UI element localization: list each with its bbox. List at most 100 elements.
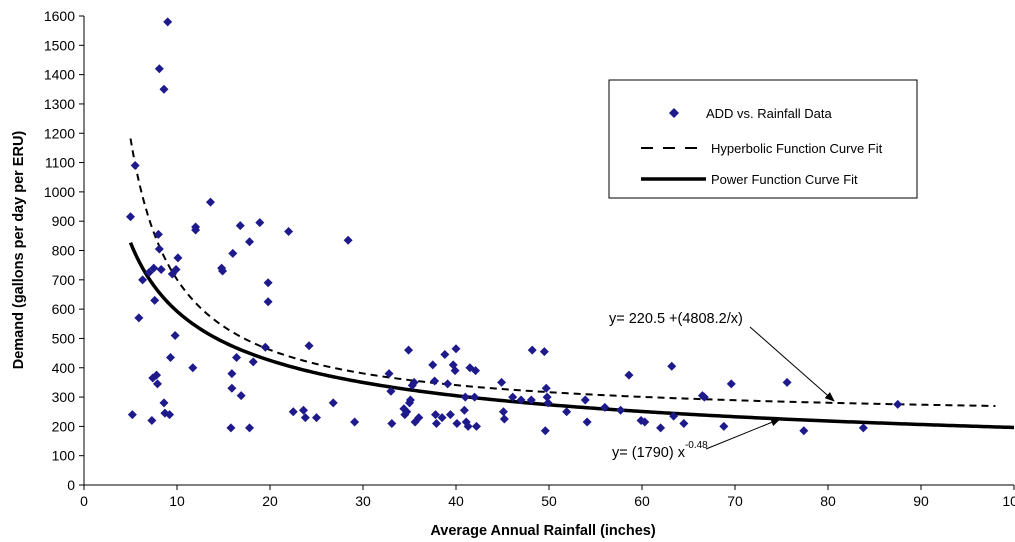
curve-fits: [128, 138, 1015, 430]
x-axis-title: Average Annual Rainfall (inches): [430, 523, 656, 539]
data-point: [387, 418, 397, 428]
data-point: [719, 421, 729, 431]
data-point: [526, 395, 536, 405]
data-point: [409, 377, 419, 387]
annotation-power-arrow: [705, 418, 781, 450]
data-point: [126, 212, 135, 222]
data-point: [414, 413, 424, 423]
data-point: [616, 405, 626, 415]
y-tick-label: 600: [52, 301, 76, 317]
data-point: [235, 221, 245, 231]
data-point: [130, 160, 140, 170]
data-point: [440, 350, 450, 360]
data-point: [156, 265, 166, 275]
x-tick-label: 30: [355, 493, 371, 509]
x-tick-label: 90: [913, 493, 929, 509]
data-point: [298, 405, 308, 415]
data-point: [171, 265, 181, 275]
x-tick-label: 40: [448, 493, 464, 509]
data-point: [350, 417, 360, 427]
annotation-power: y= (1790) x-0.48: [612, 418, 781, 461]
data-point: [245, 237, 255, 247]
data-point: [470, 392, 480, 402]
data-point: [437, 413, 447, 423]
legend-label-data: ADD vs. Rainfall Data: [706, 106, 832, 121]
y-tick-label: 700: [52, 272, 76, 288]
data-point: [173, 253, 183, 263]
data-point: [147, 416, 157, 426]
y-tick-label: 1400: [44, 67, 75, 83]
y-tick-label: 0: [67, 477, 75, 493]
data-point: [508, 392, 518, 402]
data-point: [263, 297, 273, 307]
data-point: [227, 383, 237, 393]
data-point: [471, 366, 481, 376]
y-tick-label: 100: [52, 448, 76, 464]
data-point: [386, 386, 396, 396]
data-point: [154, 64, 164, 74]
data-point: [580, 395, 590, 405]
x-tick-label: 60: [634, 493, 650, 509]
data-point: [726, 379, 736, 389]
legend-label-power: Power Function Curve Fit: [711, 172, 858, 187]
data-point: [893, 399, 903, 409]
y-tick-label: 900: [52, 213, 76, 229]
data-point: [498, 407, 508, 417]
x-tick-label: 0: [80, 493, 88, 509]
data-point: [858, 423, 868, 433]
data-point: [699, 392, 709, 402]
data-point: [150, 295, 160, 305]
data-point: [152, 379, 162, 389]
data-point: [499, 414, 509, 424]
data-point: [539, 347, 549, 357]
data-point: [284, 226, 294, 236]
x-tick-label: 100: [1002, 493, 1015, 509]
x-tick-label: 10: [169, 493, 185, 509]
data-point: [191, 222, 201, 232]
data-point: [170, 331, 180, 341]
y-tick-label: 1500: [44, 37, 75, 53]
data-point: [431, 410, 441, 420]
axes: 0100200300400500600700800900100011001200…: [44, 8, 1015, 509]
data-point: [328, 398, 338, 408]
x-tick-label: 20: [262, 493, 278, 509]
data-point: [165, 410, 175, 420]
data-point: [248, 357, 258, 367]
y-tick-label: 1100: [45, 155, 75, 171]
legend-marker-icon: [669, 108, 679, 118]
data-point: [542, 392, 552, 402]
data-point: [227, 369, 237, 379]
data-point: [205, 197, 215, 207]
data-point: [384, 369, 394, 379]
data-point: [445, 410, 455, 420]
data-point: [159, 398, 169, 408]
data-point: [260, 342, 270, 352]
legend: ADD vs. Rainfall Data Hyperbolic Functio…: [608, 79, 918, 199]
data-point: [127, 410, 137, 420]
data-point: [304, 341, 314, 351]
data-point: [312, 413, 321, 423]
data-point: [497, 377, 507, 387]
hyperbolic-curve-fit-line: [129, 138, 996, 407]
data-point: [232, 352, 242, 362]
y-tick-label: 1000: [44, 184, 75, 200]
data-point: [404, 345, 414, 355]
annotation-hyperbolic-text: y= 220.5 +(4808.2/x): [609, 311, 743, 327]
legend-label-hyperbolic: Hyperbolic Function Curve Fit: [711, 141, 883, 156]
annotation-hyperbolic-arrow: [749, 326, 835, 402]
data-point: [228, 248, 238, 258]
data-point: [562, 407, 572, 417]
y-tick-label: 800: [52, 243, 76, 259]
data-point: [460, 392, 470, 402]
data-point: [600, 402, 610, 412]
data-point: [218, 266, 228, 276]
data-point: [450, 366, 460, 376]
data-point: [288, 407, 298, 417]
data-point: [188, 363, 198, 373]
annotation-power-exponent: -0.48: [685, 440, 708, 451]
y-tick-label: 500: [52, 330, 76, 346]
data-point: [527, 345, 537, 355]
y-tick-label: 1300: [44, 96, 75, 112]
data-point: [255, 218, 265, 228]
